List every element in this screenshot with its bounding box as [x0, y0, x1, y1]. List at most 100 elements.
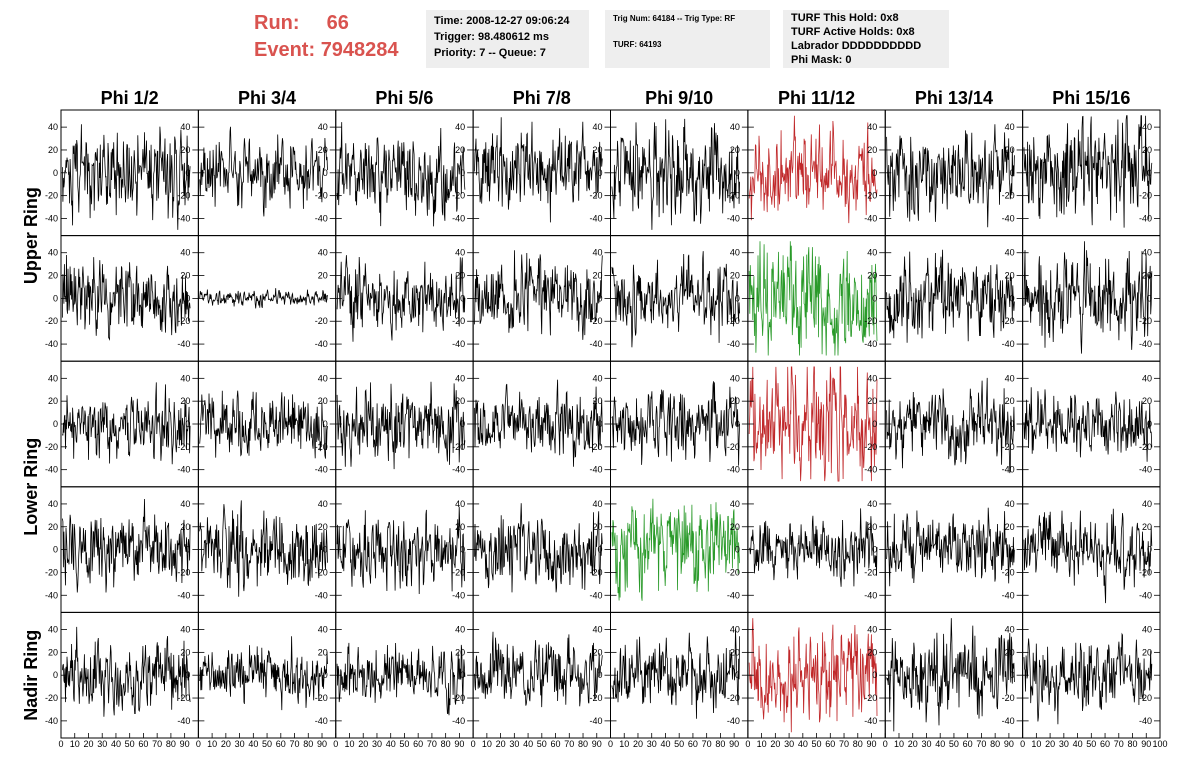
- waveform-trace: [199, 126, 328, 217]
- y-tick-label: 20: [867, 522, 877, 532]
- column-header: Phi 9/10: [645, 88, 713, 108]
- column-header: Phi 5/6: [375, 88, 433, 108]
- waveform-trace: [748, 618, 878, 733]
- y-tick-label: -40: [1002, 716, 1015, 726]
- y-tick-label: 0: [460, 545, 465, 555]
- y-tick-label: 20: [1142, 647, 1152, 657]
- y-tick-label: -20: [864, 442, 877, 452]
- y-tick-label: 20: [455, 271, 465, 281]
- y-tick-label: 40: [318, 625, 328, 635]
- y-tick-label: -20: [864, 316, 877, 326]
- x-tick-label: 20: [83, 739, 93, 749]
- y-tick-label: 0: [735, 293, 740, 303]
- y-tick-label: -40: [452, 590, 465, 600]
- waveform-trace: [748, 115, 878, 224]
- y-tick-label: 20: [1142, 271, 1152, 281]
- y-tick-label: 0: [1147, 670, 1152, 680]
- y-tick-label: -20: [1139, 191, 1152, 201]
- y-tick-label: -20: [589, 316, 602, 326]
- y-tick-label: 20: [318, 271, 328, 281]
- y-tick-label: 20: [592, 396, 602, 406]
- y-tick-label: -40: [177, 339, 190, 349]
- y-tick-label: 20: [455, 396, 465, 406]
- x-tick-label: 60: [825, 739, 835, 749]
- y-tick-label: -40: [727, 590, 740, 600]
- y-tick-label: 20: [48, 522, 58, 532]
- y-tick-label: 0: [735, 670, 740, 680]
- y-tick-label: 40: [318, 499, 328, 509]
- y-tick-label: 20: [180, 396, 190, 406]
- y-tick-label: 0: [323, 168, 328, 178]
- y-tick-label: 40: [592, 499, 602, 509]
- y-tick-label: -20: [177, 191, 190, 201]
- y-tick-label: -40: [177, 465, 190, 475]
- y-tick-label: 0: [1147, 419, 1152, 429]
- y-tick-label: -40: [727, 213, 740, 223]
- y-tick-label: 40: [48, 122, 58, 132]
- y-tick-label: 20: [1142, 522, 1152, 532]
- x-tick-label: 40: [798, 739, 808, 749]
- x-tick-label: 70: [290, 739, 300, 749]
- y-tick-label: 40: [48, 499, 58, 509]
- y-tick-label: -20: [1139, 567, 1152, 577]
- x-tick-label: 80: [715, 739, 725, 749]
- time-info-box: Time: 2008-12-27 09:06:24 Trigger: 98.48…: [426, 10, 589, 68]
- waveform-trace: [886, 507, 1015, 587]
- x-tick-label: 30: [235, 739, 245, 749]
- y-tick-label: -40: [864, 339, 877, 349]
- turf-text: TURF: 64193: [613, 40, 662, 49]
- x-tick-label: 10: [70, 739, 80, 749]
- y-tick-label: -20: [727, 693, 740, 703]
- y-tick-label: 0: [735, 545, 740, 555]
- trig-info-box: Trig Num: 64184 -- Trig Type: RF TURF: 6…: [605, 10, 770, 68]
- y-tick-label: 0: [185, 168, 190, 178]
- x-tick-label: 0: [745, 739, 750, 749]
- y-tick-label: 0: [872, 168, 877, 178]
- y-tick-label: -20: [315, 191, 328, 201]
- y-tick-label: -20: [177, 442, 190, 452]
- x-tick-label: 10: [619, 739, 629, 749]
- y-tick-label: -40: [45, 465, 58, 475]
- x-tick-label: 70: [976, 739, 986, 749]
- y-tick-label: -20: [45, 693, 58, 703]
- x-tick-label: 20: [633, 739, 643, 749]
- x-tick-label: 40: [1073, 739, 1083, 749]
- waveform-trace: [1023, 241, 1153, 354]
- run-value: 66: [326, 12, 349, 34]
- x-tick-label: 60: [138, 739, 148, 749]
- waveform-trace: [62, 124, 191, 230]
- waveform-trace: [62, 626, 191, 717]
- x-tick-label: 50: [1086, 739, 1096, 749]
- x-tick-label: 30: [784, 739, 794, 749]
- x-tick-label: 40: [935, 739, 945, 749]
- y-tick-label: -20: [727, 316, 740, 326]
- y-tick-label: 0: [323, 419, 328, 429]
- phi-mask-text: Phi Mask: 0: [791, 54, 852, 66]
- x-tick-label: 50: [674, 739, 684, 749]
- y-tick-label: -40: [315, 213, 328, 223]
- y-tick-label: -40: [864, 716, 877, 726]
- y-tick-label: 40: [867, 122, 877, 132]
- y-tick-label: 20: [592, 647, 602, 657]
- y-tick-label: 20: [455, 647, 465, 657]
- turf-this-hold-text: TURF This Hold: 0x8: [791, 12, 899, 24]
- y-tick-label: 0: [185, 419, 190, 429]
- y-tick-label: -40: [177, 213, 190, 223]
- x-tick-label: 20: [908, 739, 918, 749]
- y-tick-label: -40: [589, 213, 602, 223]
- trig-text: Trig Num: 64184 -- Trig Type: RF: [613, 14, 736, 23]
- y-tick-label: -20: [727, 442, 740, 452]
- x-tick-label: 50: [125, 739, 135, 749]
- x-tick-label: 50: [537, 739, 547, 749]
- y-tick-label: -40: [589, 716, 602, 726]
- y-tick-label: -40: [315, 590, 328, 600]
- x-tick-label: 90: [729, 739, 739, 749]
- x-tick-label: 80: [166, 739, 176, 749]
- y-tick-label: 0: [735, 168, 740, 178]
- y-tick-label: -40: [452, 339, 465, 349]
- y-tick-label: 0: [1010, 419, 1015, 429]
- y-tick-label: -20: [1139, 693, 1152, 703]
- x-tick-label: 20: [1045, 739, 1055, 749]
- y-tick-label: 40: [48, 373, 58, 383]
- x-tick-label: 40: [111, 739, 121, 749]
